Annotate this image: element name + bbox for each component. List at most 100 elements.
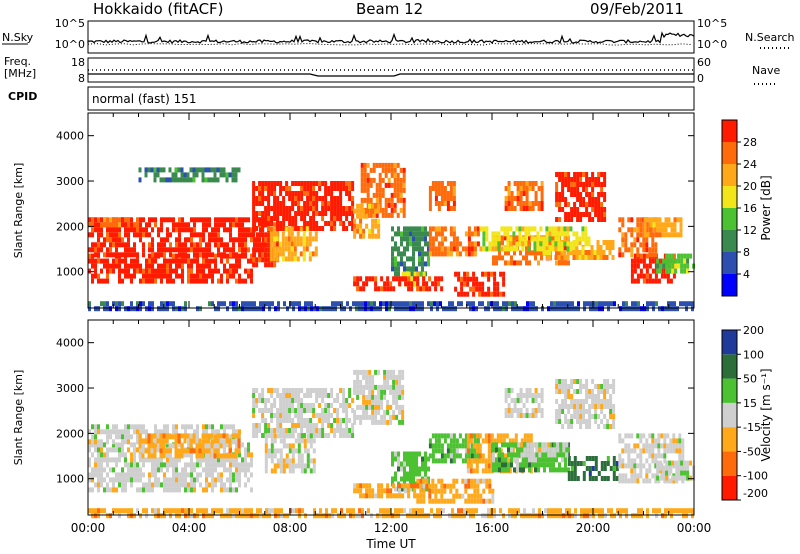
power-cell bbox=[163, 252, 166, 258]
power-cell bbox=[547, 306, 550, 312]
velocity-cell bbox=[351, 428, 355, 433]
power-cell bbox=[555, 172, 559, 177]
velocity-cell bbox=[681, 453, 685, 459]
power-cell bbox=[226, 278, 229, 284]
velocity-cell bbox=[507, 447, 510, 453]
power-cell bbox=[118, 306, 121, 312]
power-cell bbox=[679, 301, 682, 307]
velocity-cell bbox=[187, 487, 190, 493]
velocity-cell bbox=[591, 389, 595, 394]
power-cell bbox=[497, 236, 501, 242]
power-cell bbox=[510, 196, 514, 201]
velocity-cell bbox=[258, 398, 262, 403]
power-cell bbox=[396, 162, 400, 168]
power-cell bbox=[524, 231, 528, 237]
power-cell bbox=[112, 242, 115, 248]
power-cell bbox=[291, 196, 295, 201]
velocity-cell bbox=[297, 458, 301, 464]
velocity-cell bbox=[588, 419, 592, 424]
power-cell bbox=[214, 263, 217, 269]
power-cell bbox=[504, 196, 508, 201]
power-cell bbox=[425, 281, 429, 287]
power-cell bbox=[603, 192, 607, 197]
power-cell bbox=[169, 242, 172, 248]
velocity-cell bbox=[309, 403, 313, 408]
power-cell bbox=[402, 187, 406, 193]
power-cell bbox=[235, 306, 238, 312]
power-cell bbox=[373, 301, 376, 307]
power-cell bbox=[504, 201, 508, 206]
velocity-cell bbox=[133, 467, 136, 473]
power-cell bbox=[121, 222, 124, 228]
power-cell bbox=[668, 263, 672, 269]
velocity-cell bbox=[469, 438, 473, 444]
power-cell bbox=[639, 222, 643, 228]
power-cell bbox=[267, 242, 271, 248]
power-cell bbox=[297, 196, 301, 201]
power-cell bbox=[220, 222, 223, 228]
velocity-cell bbox=[232, 508, 235, 514]
velocity-cell bbox=[133, 457, 136, 463]
velocity-cell bbox=[159, 448, 163, 454]
power-cell bbox=[636, 278, 640, 284]
power-cell bbox=[330, 206, 334, 211]
velocity-cell bbox=[663, 453, 667, 459]
velocity-cell bbox=[516, 457, 519, 463]
power-cell bbox=[460, 281, 464, 287]
velocity-cell bbox=[211, 439, 214, 445]
velocity-cell bbox=[217, 457, 220, 463]
power-cell bbox=[469, 286, 473, 292]
power-cell bbox=[642, 263, 646, 269]
velocity-cell bbox=[276, 388, 280, 393]
velocity-cell bbox=[534, 457, 537, 463]
velocity-cell bbox=[321, 398, 325, 403]
velocity-cell bbox=[365, 374, 369, 380]
power-cell bbox=[124, 232, 127, 238]
velocity-cell bbox=[612, 466, 616, 471]
power-cell bbox=[378, 172, 382, 178]
power-cell bbox=[440, 191, 444, 196]
power-cell bbox=[511, 306, 514, 312]
velocity-cell bbox=[133, 429, 136, 435]
velocity-cell bbox=[400, 486, 403, 492]
velocity-cell bbox=[674, 460, 678, 466]
power-cell bbox=[333, 211, 337, 216]
power-cell bbox=[261, 186, 265, 191]
power-cell bbox=[473, 241, 477, 247]
velocity-cell bbox=[651, 448, 655, 454]
velocity-cell bbox=[217, 429, 220, 435]
velocity-cell bbox=[422, 478, 426, 484]
power-cell bbox=[550, 306, 553, 312]
power-cell bbox=[358, 301, 361, 307]
velocity-cell bbox=[476, 493, 480, 499]
velocity-cell bbox=[201, 448, 205, 454]
power-cell bbox=[645, 273, 649, 279]
power-cell bbox=[327, 206, 331, 211]
velocity-cell bbox=[169, 482, 172, 488]
power-cell bbox=[269, 241, 273, 247]
power-cell bbox=[109, 306, 112, 312]
power-cell bbox=[451, 306, 454, 312]
power-cell bbox=[557, 246, 561, 252]
velocity-cell bbox=[235, 513, 238, 519]
power-cell bbox=[525, 191, 529, 196]
velocity-cell bbox=[124, 508, 127, 514]
power-cell bbox=[381, 167, 385, 173]
power-cell bbox=[683, 253, 687, 259]
velocity-cell bbox=[94, 429, 97, 435]
power-cell bbox=[304, 306, 307, 312]
velocity-cell bbox=[585, 384, 589, 389]
power-cell bbox=[642, 278, 646, 284]
velocity-cell bbox=[174, 438, 178, 444]
velocity-cell bbox=[528, 413, 532, 418]
velocity-cell bbox=[157, 434, 160, 440]
velocity-cell bbox=[368, 414, 372, 420]
power-cell bbox=[440, 186, 444, 191]
velocity-cell bbox=[519, 462, 522, 468]
power-cell bbox=[300, 196, 304, 201]
power-cell bbox=[407, 281, 411, 287]
velocity-cell bbox=[193, 487, 196, 493]
power-cell bbox=[583, 306, 586, 312]
velocity-cell bbox=[247, 442, 250, 448]
power-cell bbox=[127, 268, 130, 274]
